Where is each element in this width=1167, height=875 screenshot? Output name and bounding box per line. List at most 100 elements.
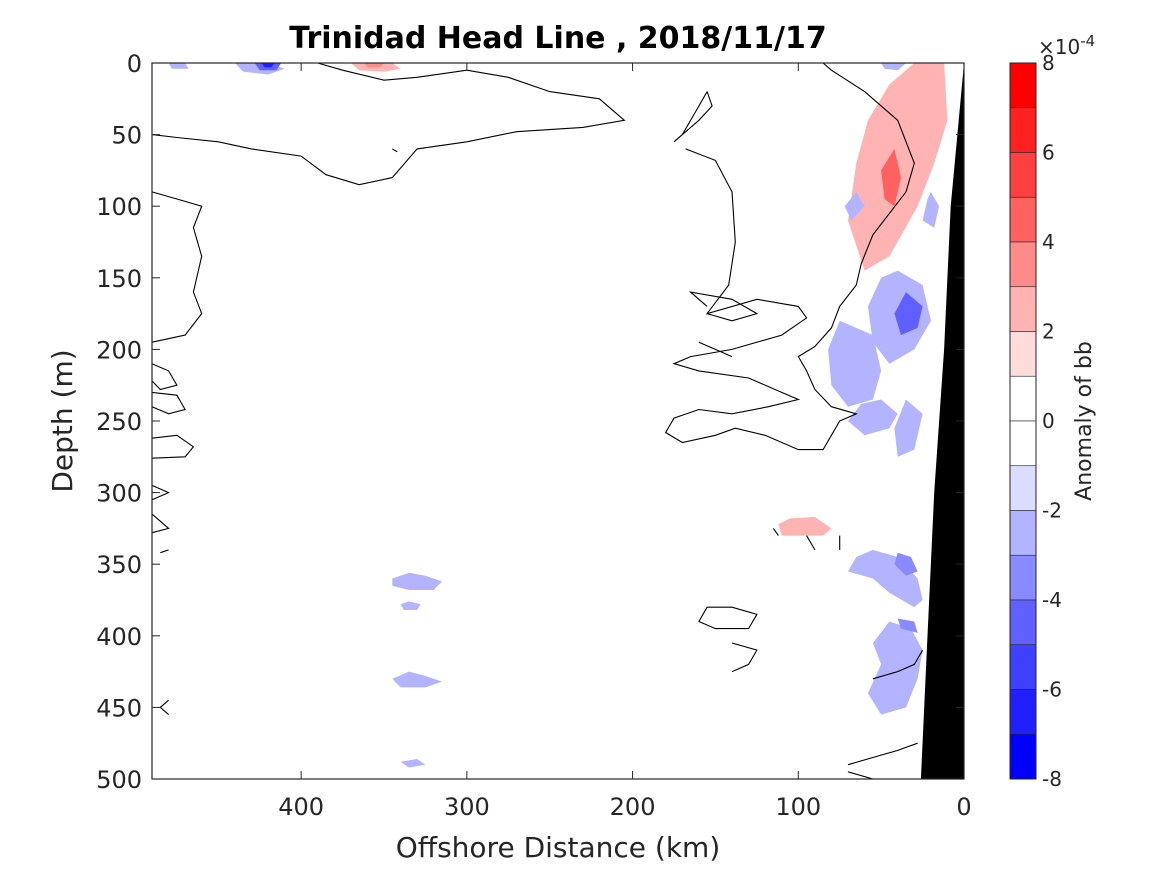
contour-line-9 — [688, 291, 759, 322]
colorbar-band-3 — [1009, 196, 1037, 243]
colorbar-tick-label-0: 8 — [1042, 51, 1055, 75]
colorbar-multiplier: ×10-4 — [1038, 32, 1095, 59]
x-axis-label: Offshore Distance (km) — [396, 831, 721, 864]
x-axis-ticks: 400 300 200 100 0 — [278, 63, 972, 821]
filled-region-14 — [897, 618, 918, 633]
filled-region-25 — [881, 63, 906, 71]
contour-line-21 — [392, 148, 398, 153]
x-tick-label-1: 300 — [444, 793, 490, 821]
contour-line-3 — [151, 391, 186, 415]
chart-title: Trinidad Head Line , 2018/11/17 — [289, 21, 826, 56]
y-axis-label: Depth (m) — [46, 349, 79, 492]
x-tick-label-3: 100 — [775, 793, 821, 821]
colorbar-tick-label-4: 0 — [1042, 409, 1055, 433]
contour-line-2 — [151, 363, 178, 391]
colorbar-band-9 — [1009, 465, 1037, 511]
y-tick-label-4: 200 — [96, 336, 142, 364]
contour-line-12 — [872, 649, 924, 680]
y-tick-label-0: 0 — [127, 50, 142, 78]
filled-region-16 — [400, 601, 421, 610]
contour-line-8 — [673, 91, 713, 143]
filled-region-6 — [848, 399, 898, 436]
colorbar-tick-label-3: 2 — [1042, 320, 1055, 344]
x-tick-label-2: 200 — [610, 793, 656, 821]
contour-line-20 — [159, 699, 169, 716]
filled-region-10 — [778, 516, 832, 536]
filled-region-21 — [261, 63, 275, 68]
colorbar-band-5 — [1009, 286, 1037, 332]
bathymetry-polygon — [920, 63, 964, 779]
filled-regions — [168, 63, 948, 768]
contour-line-5 — [151, 484, 170, 501]
filled-region-8 — [922, 191, 940, 228]
colorbar-band-7 — [1009, 375, 1037, 422]
colorbar-band-14 — [1009, 689, 1037, 735]
colorbar-tick-label-2: 4 — [1042, 230, 1055, 254]
y-tick-label-2: 100 — [96, 193, 142, 221]
colorbar-frame — [1009, 62, 1037, 780]
contour-line-6 — [151, 513, 170, 534]
contour-line-13 — [847, 742, 918, 766]
contour-line-1 — [151, 191, 203, 343]
y-tick-label-10: 500 — [96, 766, 142, 794]
colorbar-band-15 — [1009, 733, 1037, 780]
colorbar-tick-label-7: -6 — [1042, 678, 1062, 702]
filled-region-15 — [392, 572, 442, 590]
y-tick-label-9: 450 — [96, 694, 142, 722]
x-tick-label-4: 0 — [956, 793, 971, 821]
plot-background — [152, 63, 964, 779]
colorbar-band-13 — [1009, 644, 1037, 690]
filled-region-23 — [364, 63, 384, 68]
contour-line-10 — [698, 606, 758, 630]
filled-region-24 — [168, 63, 189, 69]
colorbar-band-10 — [1009, 510, 1037, 556]
contour-line-7 — [664, 62, 915, 451]
colorbar-tick-label-6: -4 — [1042, 588, 1062, 612]
colorbar-band-6 — [1009, 331, 1037, 377]
colorbar-band-1 — [1009, 107, 1037, 153]
y-axis-ticks: 0 50 100 150 200 250 300 350 400 450 500 — [96, 50, 964, 794]
colorbar-band-4 — [1009, 241, 1037, 288]
colorbar-multiplier-exp: -4 — [1080, 32, 1095, 50]
y-tick-label-6: 300 — [96, 480, 142, 508]
contour-line-16 — [806, 535, 816, 551]
x-tick-label-0: 400 — [278, 793, 324, 821]
colorbar-band-12 — [1009, 599, 1037, 646]
colorbar-bands — [1009, 62, 1037, 780]
filled-region-4 — [894, 292, 923, 336]
colorbar-tick-label-1: 6 — [1042, 141, 1055, 165]
bathymetry — [920, 63, 964, 779]
filled-region-18 — [400, 759, 426, 768]
filled-region-17 — [392, 671, 442, 688]
filled-region-2 — [881, 148, 901, 207]
colorbar-ticks: 8 6 4 2 0 -2 -4 -6 -8 — [1042, 51, 1062, 791]
filled-region-12 — [894, 552, 918, 576]
contour-lines — [151, 62, 924, 780]
filled-region-13 — [867, 621, 923, 715]
colorbar-tick-label-8: -8 — [1042, 767, 1062, 791]
filled-region-7 — [844, 191, 865, 221]
y-tick-label-3: 150 — [96, 265, 142, 293]
contour-line-14 — [847, 771, 874, 780]
colorbar-band-2 — [1009, 152, 1037, 198]
plot-area — [151, 62, 965, 780]
contour-line-4 — [151, 434, 195, 459]
y-tick-label-1: 50 — [111, 122, 142, 150]
contour-line-18 — [772, 528, 779, 536]
colorbar-band-11 — [1009, 554, 1037, 601]
filled-region-9 — [894, 399, 923, 457]
y-tick-label-7: 350 — [96, 551, 142, 579]
colorbar-band-8 — [1009, 420, 1037, 467]
contour-line-15 — [698, 341, 733, 358]
colorbar-label: Anomaly of bb — [1072, 341, 1097, 501]
y-tick-label-5: 250 — [96, 408, 142, 436]
contour-line-0 — [151, 62, 626, 186]
y-tick-label-8: 400 — [96, 623, 142, 651]
contour-line-19 — [160, 549, 169, 554]
colorbar-tick-label-5: -2 — [1042, 499, 1062, 523]
contour-line-11 — [731, 642, 758, 673]
filled-region-5 — [828, 320, 882, 407]
colorbar-multiplier-base: ×10 — [1038, 35, 1080, 59]
